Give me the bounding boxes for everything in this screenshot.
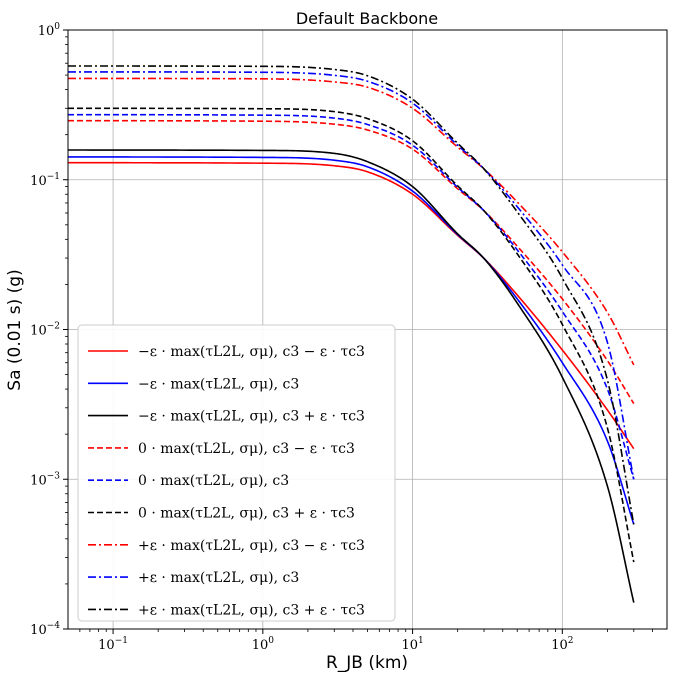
legend-label-1: −ε · max(τL2L, σμ), c3 − ε · τc3 [138, 344, 365, 360]
series-line-9 [68, 65, 635, 525]
legend-box [77, 324, 396, 622]
x-tick-label: 100 [252, 636, 275, 653]
y-tick-label: 100 [38, 22, 61, 39]
x-tick-label: 10−1 [98, 636, 128, 653]
legend-label-4: 0 · max(τL2L, σμ), c3 − ε · τc3 [138, 441, 355, 457]
legend-label-2: −ε · max(τL2L, σμ), c3 [138, 376, 299, 392]
legend-label-7: +ε · max(τL2L, σμ), c3 − ε · τc3 [138, 538, 365, 554]
chart-title: Default Backbone [296, 9, 438, 28]
y-tick-label: 10−3 [30, 471, 60, 488]
legend-label-5: 0 · max(τL2L, σμ), c3 [138, 473, 289, 489]
legend-label-6: 0 · max(τL2L, σμ), c3 + ε · τc3 [138, 506, 355, 522]
series-group [68, 65, 635, 603]
legend-label-9: +ε · max(τL2L, σμ), c3 + ε · τc3 [138, 602, 365, 618]
y-tick-label: 10−2 [30, 322, 60, 339]
series-line-4 [68, 119, 635, 405]
y-axis-title: Sa (0.01 s) (g) [5, 269, 25, 390]
legend: −ε · max(τL2L, σμ), c3 − ε · τc3 −ε · max… [77, 324, 396, 622]
series-line-6 [68, 107, 635, 563]
ticks: 10−1 100 101 102 100 10−1 10−2 10−3 10−4 [30, 22, 653, 653]
series-line-8 [68, 71, 635, 480]
x-tick-label: 102 [551, 636, 573, 653]
y-tick-label: 10−4 [30, 621, 60, 638]
legend-label-8: +ε · max(τL2L, σμ), c3 [138, 570, 299, 586]
x-tick-label: 101 [401, 636, 423, 653]
x-axis-title: R_JB (km) [326, 653, 408, 673]
series-line-7 [68, 77, 635, 366]
y-tick-label: 10−1 [30, 172, 60, 189]
series-line-3 [68, 149, 635, 603]
legend-label-3: −ε · max(τL2L, σμ), c3 + ε · τc3 [138, 409, 365, 425]
